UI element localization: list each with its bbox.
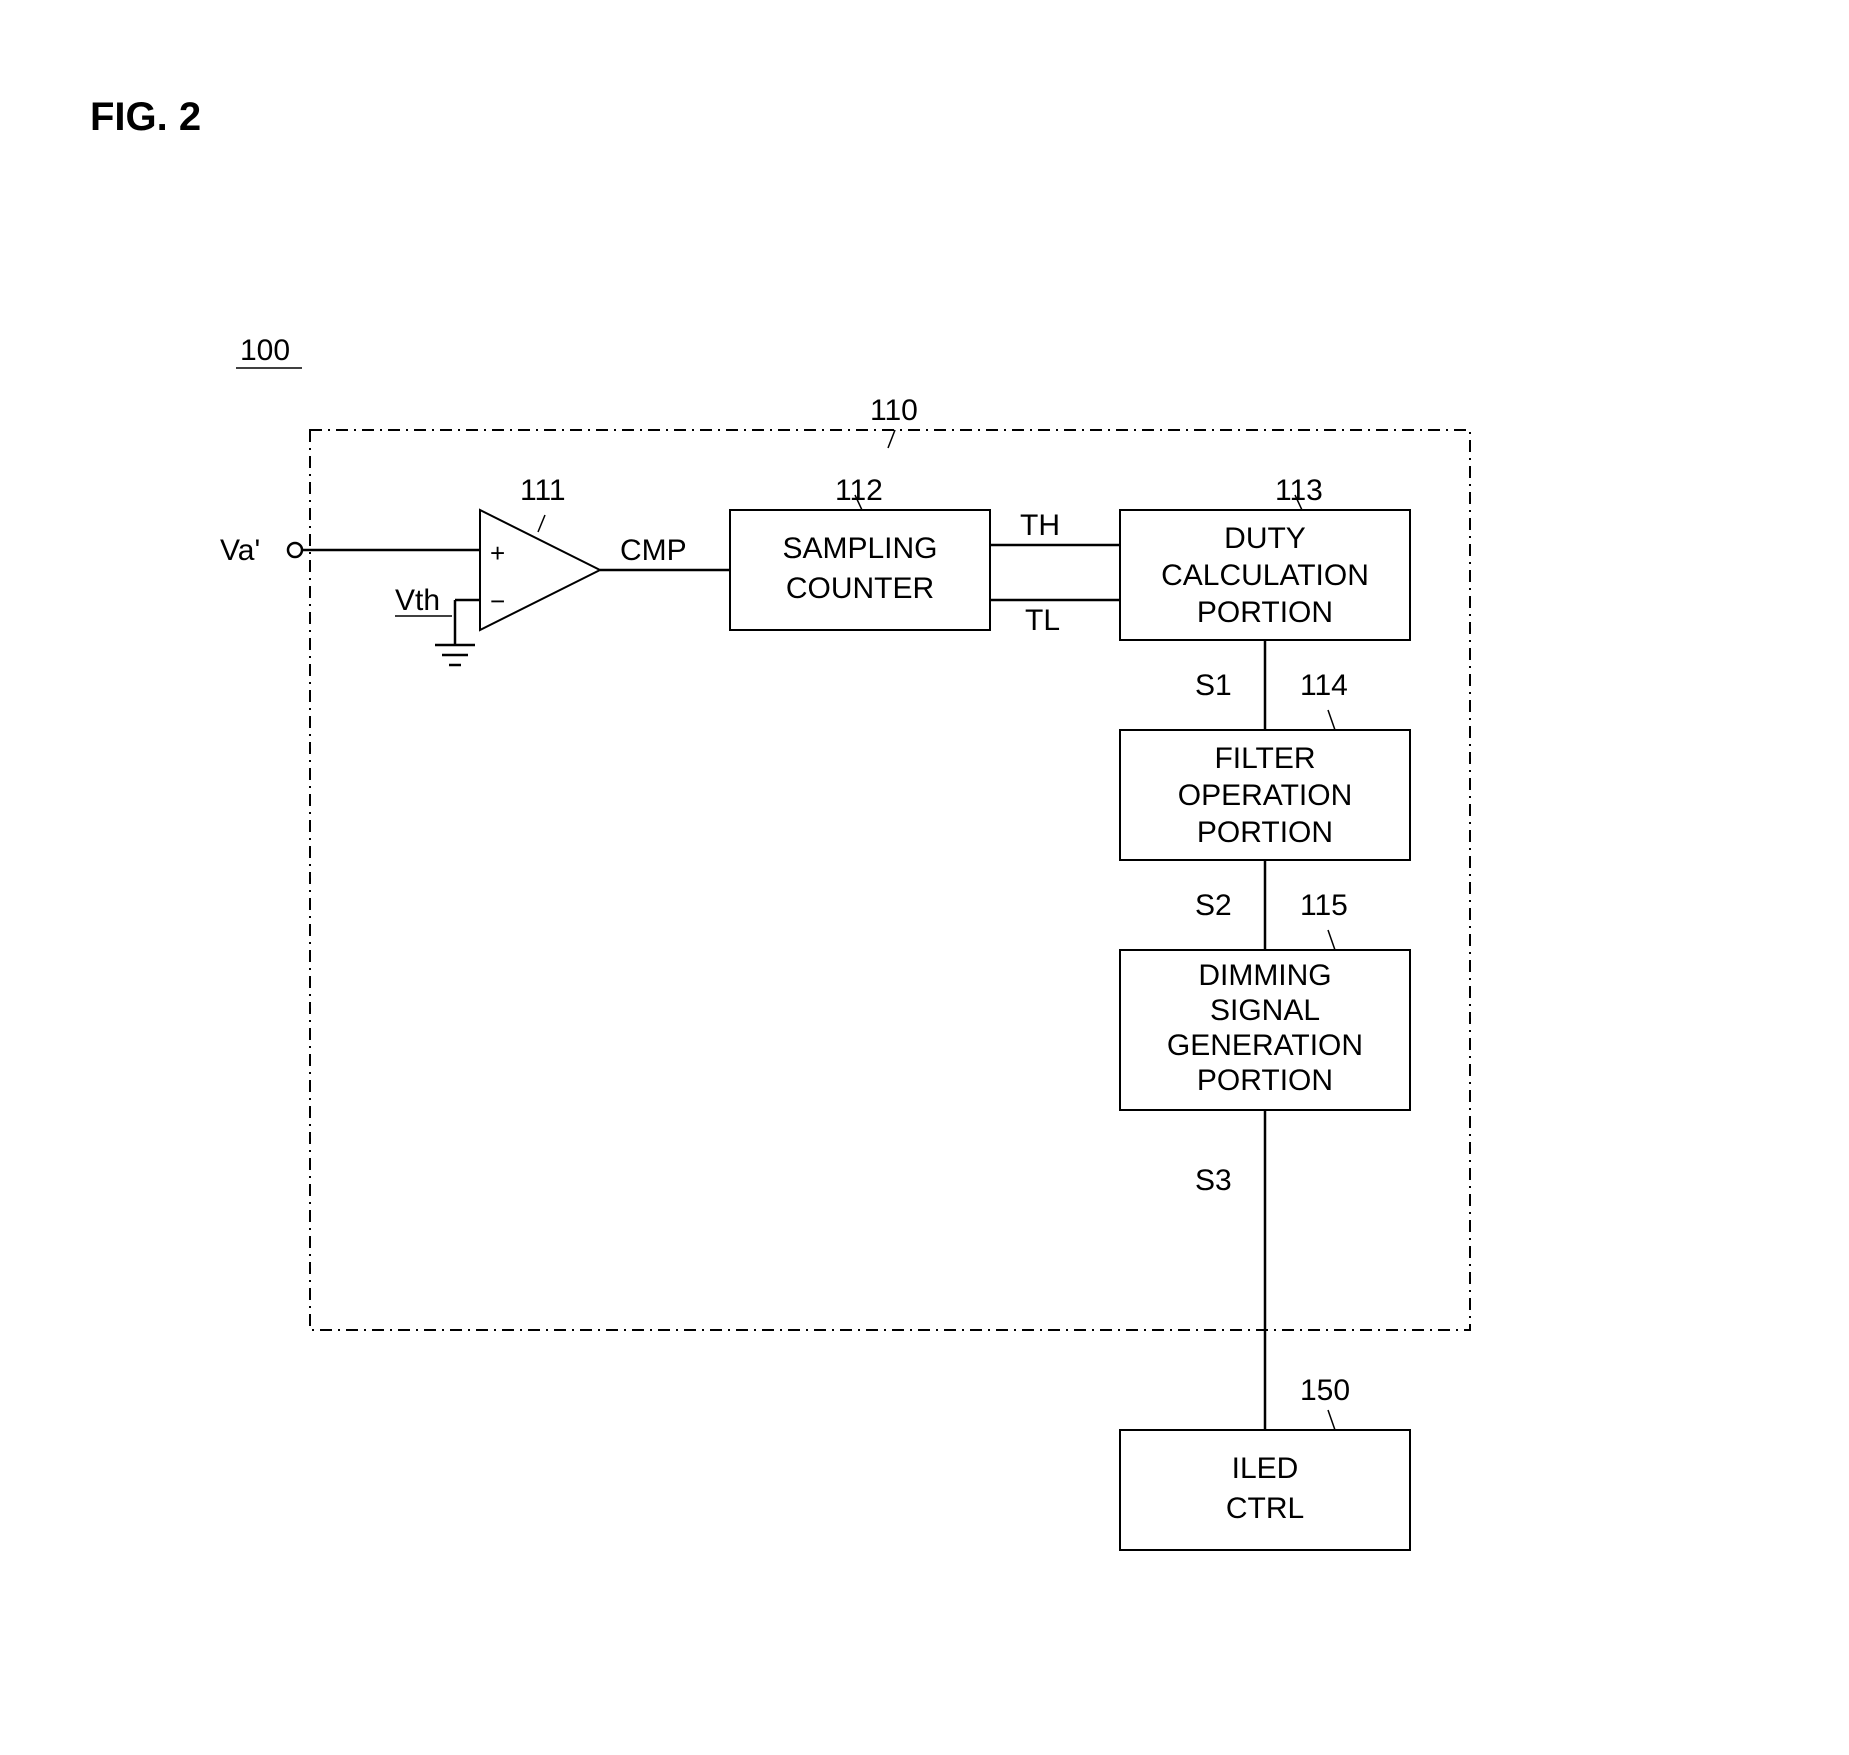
sampling-l1: SAMPLING [782,532,937,565]
ref-110: 110 [870,394,918,427]
ref-111: 111 [520,474,566,507]
iled-l1: ILED [1232,1452,1299,1485]
s2-label: S2 [1195,889,1232,922]
vth-label: Vth [395,584,440,617]
dimming-l3: GENERATION [1167,1029,1363,1062]
cmp-label: CMP [620,534,687,567]
ref-150-tick [1328,1410,1335,1430]
filter-l2: OPERATION [1178,779,1352,812]
va-terminal [288,543,302,557]
iled-l2: CTRL [1226,1492,1304,1525]
s3-label: S3 [1195,1164,1232,1197]
va-label: Va' [220,534,260,567]
tl-label: TL [1025,604,1060,637]
duty-l2: CALCULATION [1161,559,1369,592]
sampling-l2: COUNTER [786,572,934,605]
diagram-root: FIG. 2 100 110 Va' + − 111 Vth CMP SAMPL… [0,0,1849,1750]
duty-l3: PORTION [1197,596,1333,629]
sampling-counter-box [730,510,990,630]
ref-115-tick [1328,930,1335,950]
duty-l1: DUTY [1224,522,1306,555]
dimming-l2: SIGNAL [1210,994,1320,1027]
ref-100: 100 [240,334,290,367]
ref-114-tick [1328,710,1335,730]
ref-110-tick [888,430,895,448]
dimming-l4: PORTION [1197,1064,1333,1097]
ground-icon [435,645,475,665]
figure-title: FIG. 2 [90,95,201,139]
iled-box [1120,1430,1410,1550]
ref-115: 115 [1300,889,1348,922]
ref-111-tick [538,515,545,532]
comp-plus: + [490,538,505,568]
filter-l3: PORTION [1197,816,1333,849]
s1-label: S1 [1195,669,1232,702]
filter-l1: FILTER [1214,742,1315,775]
ref-114: 114 [1300,669,1348,702]
th-label: TH [1020,509,1060,542]
dimming-l1: DIMMING [1198,959,1331,992]
ref-150: 150 [1300,1374,1350,1407]
comp-minus: − [490,586,505,616]
